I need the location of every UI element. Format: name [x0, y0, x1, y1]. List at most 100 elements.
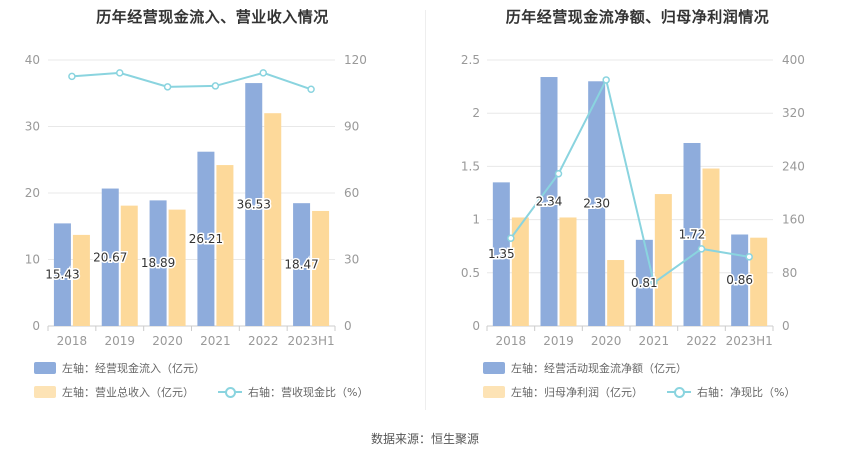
chart-area: 0 0 0.5 80 1 160 1.5 240 2 320 2.5 400 2018 2019 2020 2… [461, 53, 805, 348]
left-axis-tick-label: 1 [472, 213, 480, 227]
x-axis-tick-label: 2020 [152, 334, 183, 348]
right-axis-tick-label: 30 [344, 253, 359, 267]
bar-primary [293, 203, 311, 326]
legend-swatch-bar [483, 386, 505, 398]
legend-label: 右轴：营收现金比（%） [248, 386, 369, 399]
bar-secondary [264, 113, 282, 326]
legend-label: 左轴：营业总收入（亿元） [62, 386, 194, 399]
bar-data-label: 0.86 [726, 273, 753, 287]
ratio-point [163, 83, 172, 91]
chart-area: 0 0 10 30 20 60 30 90 40 120 2018 2019 2020 2021 2022 2… [25, 53, 367, 348]
bar-data-label: 18.89 [141, 256, 175, 270]
bar-primary [149, 200, 167, 326]
bar-primary [101, 188, 119, 326]
left-axis-tick-label: 0.5 [461, 266, 480, 280]
x-axis-tick-label: 2023H1 [726, 334, 773, 348]
bar-secondary [607, 260, 625, 326]
right-axis-tick-label: 320 [782, 106, 805, 120]
ratio-point [116, 69, 124, 77]
bar-data-label: 26.21 [189, 232, 223, 246]
x-axis-tick-label: 2023H1 [287, 334, 334, 348]
legend-item-series-2[interactable]: 左轴：营业总收入（亿元） [34, 384, 194, 400]
legend-item-series-3[interactable]: 右轴：营收现金比（%） [218, 384, 368, 400]
chart-title: 历年经营现金流入、营业收入情况 [96, 8, 329, 26]
left-axis-tick-label: 0 [472, 319, 480, 333]
bar-primary [731, 234, 749, 326]
bar-secondary [750, 237, 768, 326]
legend-swatch-bar [483, 362, 505, 374]
right-axis-tick-label: 160 [782, 213, 805, 227]
bar-secondary [120, 205, 138, 326]
right-axis-tick-label: 80 [782, 266, 797, 280]
x-axis-tick-label: 2021 [200, 334, 231, 348]
bar-primary [540, 77, 558, 326]
x-axis-tick-label: 2020 [591, 334, 622, 348]
bar-secondary [559, 217, 577, 326]
bar-data-label: 2.30 [583, 197, 610, 211]
legend-swatch-line [667, 386, 691, 398]
ratio-point [650, 279, 658, 287]
chart-panel-cashflow-revenue: 历年经营现金流入、营业收入情况 0 0 10 30 20 60 30 90 40 120 2018 2… [0, 0, 425, 420]
ratio-point [745, 253, 753, 261]
bar-secondary [511, 217, 529, 326]
legend-swatch-line [218, 386, 242, 398]
left-axis-tick-label: 40 [25, 53, 40, 67]
x-axis-tick-label: 2019 [543, 334, 574, 348]
right-axis-tick-label: 120 [344, 53, 367, 67]
bar-data-label: 0.81 [631, 276, 658, 290]
left-axis-tick-label: 20 [25, 186, 40, 200]
x-axis-tick-label: 2021 [639, 334, 670, 348]
ratio-point [307, 85, 315, 94]
legend-item-series-3[interactable]: 右轴：净现比（%） [667, 384, 795, 400]
legend-label: 左轴：经营活动现金流净额（亿元） [511, 362, 687, 375]
legend-item-series-1[interactable]: 左轴：经营活动现金流净额（亿元） [483, 360, 687, 376]
ratio-point [211, 82, 220, 90]
data-source-note: 数据来源：恒生聚源 [370, 432, 479, 446]
right-axis-tick-label: 0 [344, 319, 352, 333]
right-axis-tick-label: 240 [782, 159, 805, 173]
ratio-point [554, 169, 563, 178]
bar-secondary [216, 165, 234, 326]
x-axis-tick-label: 2018 [496, 334, 527, 348]
left-axis-tick-label: 0 [32, 319, 40, 333]
bar-data-label: 2.34 [536, 195, 563, 209]
legend-item-series-2[interactable]: 左轴：归母净利润（亿元） [483, 384, 643, 400]
ratio-point [259, 69, 267, 77]
legend-item-series-1[interactable]: 左轴：经营现金流入（亿元） [34, 360, 205, 376]
bar-secondary [72, 234, 90, 326]
x-axis-tick-label: 2018 [57, 334, 88, 348]
bar-primary [53, 223, 71, 326]
bar-primary [245, 83, 263, 326]
right-axis-tick-label: 0 [782, 319, 790, 333]
right-axis-tick-label: 90 [344, 120, 359, 134]
bar-secondary [312, 210, 330, 326]
ratio-point [602, 76, 610, 84]
bar-data-label: 1.72 [679, 227, 706, 241]
legend-swatch-bar [34, 386, 56, 398]
right-axis-tick-label: 60 [344, 186, 359, 200]
bar-data-label: 20.67 [93, 250, 127, 264]
bar-primary [197, 151, 215, 326]
ratio-point [507, 234, 515, 242]
chart-title: 历年经营现金流净额、归母净利润情况 [505, 8, 770, 26]
bar-secondary [168, 209, 186, 326]
bar-data-label: 15.43 [45, 268, 79, 282]
bar-data-label: 1.35 [488, 247, 515, 261]
bar-secondary [654, 194, 672, 326]
right-axis-tick-label: 400 [782, 53, 805, 67]
bar-primary [492, 182, 510, 326]
ratio-point [68, 72, 76, 81]
left-axis-tick-label: 10 [25, 253, 40, 267]
bar-primary [683, 142, 701, 326]
left-axis-tick-label: 30 [25, 120, 40, 134]
bar-data-label: 18.47 [284, 258, 318, 272]
left-axis-tick-label: 2.5 [461, 53, 480, 67]
bar-secondary [702, 168, 720, 326]
bar-primary [588, 81, 606, 326]
left-axis-tick-label: 2 [472, 106, 480, 120]
left-axis-tick-label: 1.5 [461, 159, 480, 173]
x-axis-tick-label: 2022 [686, 334, 717, 348]
x-axis-tick-label: 2019 [104, 334, 135, 348]
ratio-point [697, 245, 706, 253]
legend-label: 右轴：净现比（%） [697, 386, 796, 399]
